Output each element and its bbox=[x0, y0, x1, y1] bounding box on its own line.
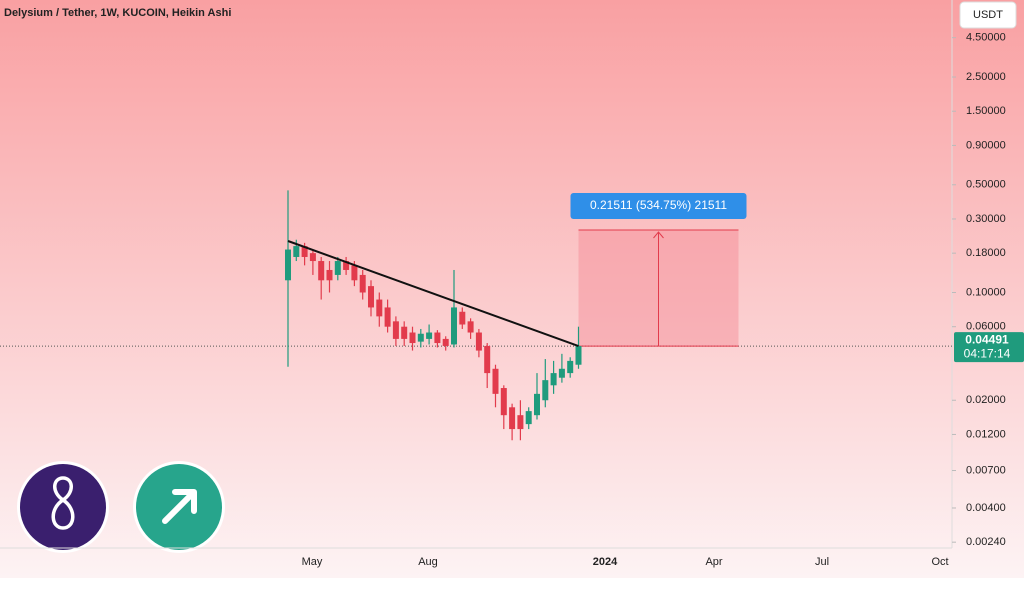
y-tick-label: 0.00240 bbox=[966, 536, 1006, 548]
y-tick-label: 1.50000 bbox=[966, 105, 1006, 117]
x-tick-label: Aug bbox=[418, 556, 438, 568]
candle-body bbox=[442, 338, 449, 346]
candle-body bbox=[534, 393, 540, 416]
candle-body bbox=[392, 321, 399, 339]
candle-body bbox=[492, 368, 499, 394]
position-arrowhead bbox=[653, 231, 664, 239]
y-tick-label: 0.18000 bbox=[966, 247, 1006, 259]
candle-body bbox=[525, 411, 532, 425]
candle-body bbox=[301, 246, 308, 257]
candle-body bbox=[384, 307, 391, 327]
candle-body bbox=[459, 311, 466, 325]
last-price-box bbox=[954, 332, 1024, 363]
y-tick-label: 0.02000 bbox=[966, 394, 1006, 406]
candle-body bbox=[517, 415, 524, 430]
countdown: 04:17:14 bbox=[964, 346, 1011, 360]
y-tick-label: 0.01200 bbox=[966, 428, 1006, 440]
candle-body bbox=[426, 332, 433, 339]
trend-line bbox=[287, 240, 579, 348]
y-tick-label: 4.50000 bbox=[966, 32, 1006, 44]
chart-title: Delysium / Tether, 1W, KUCOIN, Heikin As… bbox=[4, 7, 231, 19]
candle-body bbox=[343, 261, 350, 270]
candle-body bbox=[376, 299, 383, 317]
candle-body bbox=[359, 274, 366, 293]
currency: USDT bbox=[973, 9, 1003, 21]
candle-body bbox=[409, 332, 416, 344]
y-tick-label: 2.50000 bbox=[966, 71, 1006, 83]
candle-body bbox=[484, 345, 491, 374]
candle-body bbox=[500, 388, 507, 416]
candle-body bbox=[567, 360, 574, 374]
currency-box[interactable] bbox=[959, 1, 1017, 29]
y-tick-label: 0.10000 bbox=[966, 286, 1006, 298]
candle-body bbox=[575, 345, 582, 365]
candle-body bbox=[285, 249, 291, 281]
y-tick-label: 0.30000 bbox=[966, 213, 1006, 225]
logo-arrow bbox=[133, 461, 225, 553]
candle-body bbox=[293, 246, 300, 257]
candle-body bbox=[558, 368, 565, 378]
x-tick-label: May bbox=[302, 556, 323, 568]
candle-body bbox=[542, 380, 549, 401]
x-tick-label: Apr bbox=[705, 556, 722, 568]
candle-body bbox=[417, 333, 424, 342]
candle-body bbox=[318, 261, 325, 281]
y-tick-label: 0.90000 bbox=[966, 139, 1006, 151]
candle-body bbox=[368, 286, 374, 308]
candle-body bbox=[309, 253, 316, 262]
y-tick-label: 0.06000 bbox=[966, 321, 1006, 333]
position-label-box bbox=[570, 193, 747, 219]
x-tick-label: Oct bbox=[931, 556, 948, 568]
candle-body bbox=[334, 261, 341, 275]
x-tick-label: 2024 bbox=[593, 556, 618, 568]
candle-body bbox=[434, 332, 441, 344]
y-tick-label: 0.00700 bbox=[966, 464, 1006, 476]
candle-body bbox=[451, 307, 457, 345]
candle-body bbox=[351, 265, 358, 281]
y-tick-label: 0.50000 bbox=[966, 179, 1006, 191]
candle-body bbox=[401, 326, 408, 339]
candle-body bbox=[467, 321, 474, 333]
footer bbox=[0, 578, 1024, 600]
candle-body bbox=[550, 373, 557, 386]
candle-body bbox=[475, 332, 482, 351]
candle-body bbox=[509, 407, 516, 430]
candle-body bbox=[326, 269, 333, 281]
logo-delysium bbox=[17, 461, 109, 553]
y-tick-label: 0.00400 bbox=[966, 502, 1006, 514]
x-tick-label: Jul bbox=[815, 556, 829, 568]
position-label: 0.21511 (534.75%) 21511 bbox=[590, 198, 727, 212]
last-price: 0.04491 bbox=[965, 332, 1009, 346]
